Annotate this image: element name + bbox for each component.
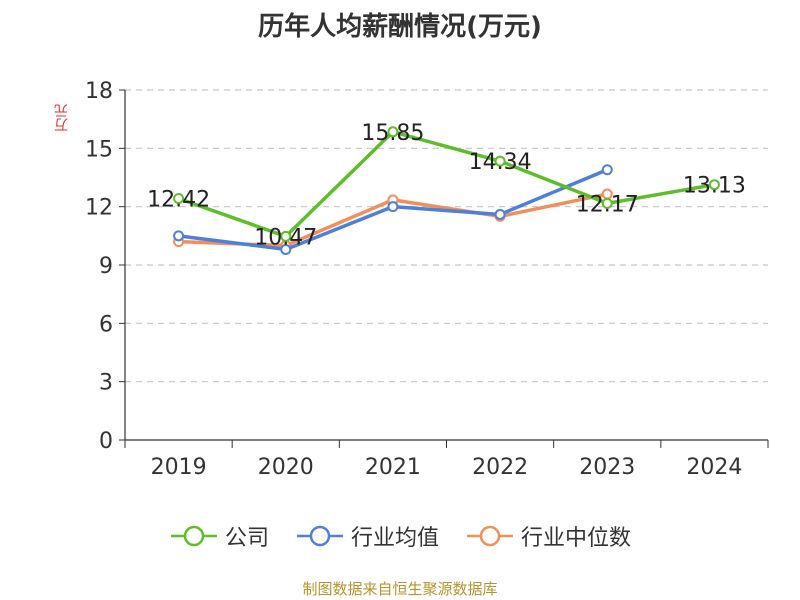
legend-label-company: 公司	[224, 526, 269, 551]
data-point	[387, 201, 399, 213]
data-point	[601, 164, 613, 176]
series-line-0	[176, 130, 717, 239]
data-label: 12.17	[576, 192, 639, 217]
x-tick-label: 2020	[258, 455, 314, 480]
y-tick-label: 0	[99, 429, 113, 454]
x-tick-label: 2023	[579, 455, 635, 480]
data-point	[601, 197, 613, 209]
y-tick-label: 9	[99, 254, 113, 279]
x-tick-label: 2021	[365, 455, 421, 480]
chart-title: 历年人均薪酬情况(万元)	[258, 12, 542, 42]
y-tick-label: 6	[99, 312, 113, 337]
legend-marker-industry-median	[467, 525, 513, 547]
data-label: 12.42	[147, 188, 210, 213]
data-point	[708, 179, 720, 191]
data-label: 14.34	[469, 150, 532, 175]
y-tick-label: 15	[85, 137, 113, 162]
y-tick-label: 12	[85, 196, 113, 221]
data-point	[280, 243, 292, 255]
legend-item-company[interactable]: 公司	[169, 520, 269, 552]
data-point	[387, 126, 399, 138]
legend: 公司 行业均值 行业中位数	[0, 520, 800, 552]
x-tick-label: 2024	[686, 455, 742, 480]
y-tick-label: 18	[85, 79, 113, 104]
data-point	[494, 155, 506, 167]
data-source-note: 制图数据来自恒生聚源数据库	[302, 580, 498, 598]
data-label: 10.47	[254, 225, 317, 250]
data-point	[173, 230, 185, 242]
data-label: 15.85	[361, 121, 424, 146]
data-label: 13.13	[683, 174, 746, 199]
legend-label-industry-median: 行业中位数	[521, 526, 632, 551]
data-point	[280, 230, 292, 242]
x-tick-label: 2022	[472, 455, 528, 480]
x-tick-label: 2019	[151, 455, 207, 480]
legend-item-industry-median[interactable]: 行业中位数	[465, 520, 631, 552]
y-tick-label: 3	[99, 371, 113, 396]
legend-marker-industry-mean	[296, 525, 343, 547]
legend-marker-company	[170, 525, 217, 547]
legend-label-industry-mean: 行业均值	[350, 526, 439, 551]
data-point	[494, 208, 506, 220]
legend-item-industry-mean[interactable]: 行业均值	[295, 520, 439, 552]
data-point	[173, 193, 185, 204]
